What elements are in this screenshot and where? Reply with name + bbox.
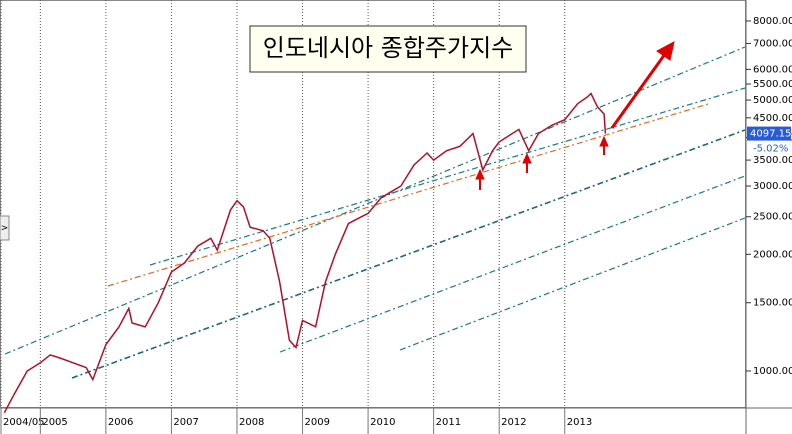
y-tick-label: 7000.00 xyxy=(753,38,792,49)
title-box xyxy=(249,25,527,73)
last-value-box xyxy=(747,126,791,141)
price-line xyxy=(3,92,607,414)
series-layer xyxy=(3,92,607,414)
channel-line xyxy=(279,175,746,353)
channel-line xyxy=(4,46,746,355)
arrows xyxy=(475,41,675,190)
x-tick-label: 2012 xyxy=(501,417,526,428)
y-tick-label: 5000.00 xyxy=(753,95,792,106)
x-tick-label: 2010 xyxy=(370,417,395,428)
y-tick-label: 2500.00 xyxy=(753,212,792,223)
y-tick-label: 5500.00 xyxy=(753,79,792,90)
x-tick-label: 2006 xyxy=(108,417,133,428)
support-line xyxy=(107,103,709,287)
x-tick-label: 2011 xyxy=(436,417,461,428)
side-toggle[interactable] xyxy=(0,215,10,241)
arrow xyxy=(610,53,667,129)
x-tick-label: 2008 xyxy=(239,417,264,428)
x-tick-label: 2013 xyxy=(567,417,592,428)
x-tick-label: 2007 xyxy=(173,417,198,428)
last-value-label: 4097.15 xyxy=(750,129,791,140)
x-tick-label: 2005 xyxy=(42,417,67,428)
side-toggle-icon: > xyxy=(1,224,9,234)
y-tick-label: 2000.00 xyxy=(753,249,792,260)
y-tick-label: 8000.00 xyxy=(753,16,792,27)
arrow-head xyxy=(656,41,675,61)
arrow-head xyxy=(522,152,532,164)
y-tick-label: 3000.00 xyxy=(753,181,792,192)
trend-lines xyxy=(4,46,746,379)
x-tick-label: 2009 xyxy=(305,417,330,428)
chart-title: 인도네시아 종합주가지수 xyxy=(263,34,514,62)
y-tick-label: 1500.00 xyxy=(753,298,792,309)
y-tick-label: 3500.00 xyxy=(753,155,792,166)
x-tick-label: 2004/05 xyxy=(3,417,45,428)
channel-line xyxy=(71,129,746,379)
channel-line xyxy=(399,217,746,351)
arrow-head xyxy=(599,135,609,147)
arrow-head xyxy=(475,168,485,180)
y-tick-label: 1000.00 xyxy=(753,366,792,377)
y-tick-label: 6000.00 xyxy=(753,64,792,75)
channel-line xyxy=(149,87,746,266)
y-tick-label: 4500.00 xyxy=(753,113,792,124)
change-label: -5.02% xyxy=(753,144,788,155)
